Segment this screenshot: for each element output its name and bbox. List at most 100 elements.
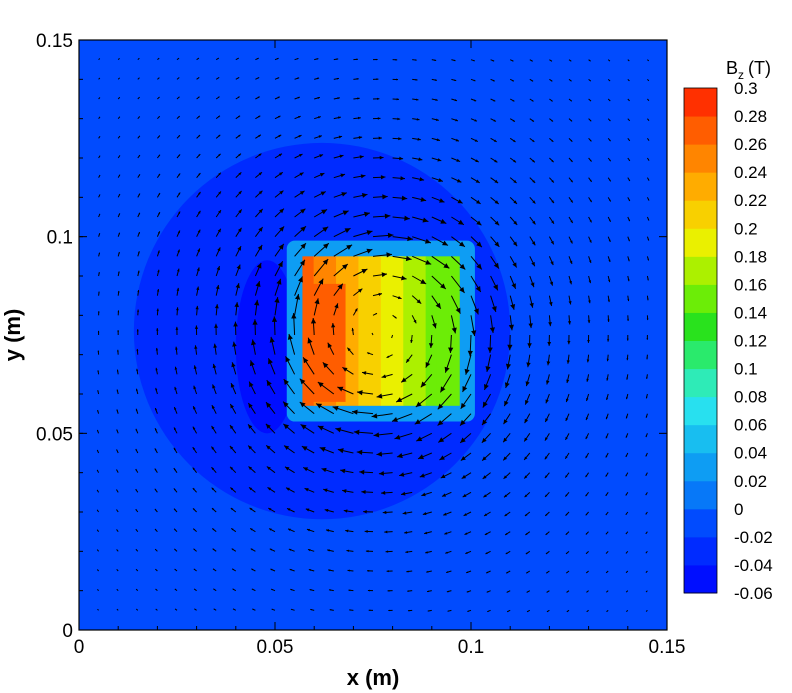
vector-arrowhead bbox=[193, 508, 195, 511]
vector-arrowhead bbox=[178, 77, 180, 79]
vector-arrowhead bbox=[510, 304, 516, 310]
vector-arrowhead bbox=[545, 552, 548, 554]
vector-arrowhead bbox=[586, 591, 588, 593]
vector-arrowhead bbox=[136, 348, 139, 352]
vector-arrowhead bbox=[211, 446, 215, 450]
vector-arrowhead bbox=[589, 219, 592, 223]
vector-arrowhead bbox=[648, 159, 650, 161]
vector-arrowhead bbox=[218, 191, 221, 195]
vector-arrowhead bbox=[416, 299, 422, 304]
vector-arrowhead bbox=[274, 297, 280, 303]
contour-band bbox=[392, 256, 404, 406]
vector-arrowhead bbox=[399, 156, 404, 161]
vector-arrowhead bbox=[337, 448, 344, 454]
vector-arrowhead bbox=[97, 549, 99, 551]
vector-arrowhead bbox=[565, 533, 568, 535]
vector-arrowhead bbox=[358, 136, 363, 140]
vector-arrowhead bbox=[338, 135, 343, 139]
vector-arrowhead bbox=[317, 425, 324, 431]
vector-arrowhead bbox=[174, 407, 177, 410]
vector-arrowhead bbox=[218, 134, 221, 137]
vector-arrowhead bbox=[439, 198, 445, 203]
vector-arrowhead bbox=[177, 249, 180, 253]
vector-arrowhead bbox=[303, 467, 309, 472]
vector-arrowhead bbox=[173, 488, 176, 491]
vector-arrowhead bbox=[213, 588, 215, 591]
x-tick-label: 0.1 bbox=[458, 637, 484, 658]
vector-arrowhead bbox=[625, 435, 628, 438]
vector-arrowhead bbox=[455, 307, 461, 314]
vector-arrowhead bbox=[524, 494, 528, 498]
vector-arrowhead bbox=[465, 551, 468, 554]
vector-arrowhead bbox=[546, 361, 551, 366]
vector-arrowhead bbox=[178, 96, 180, 99]
vector-arrowhead bbox=[609, 80, 611, 82]
vector-arrowhead bbox=[647, 199, 650, 201]
vector-arrowhead bbox=[402, 511, 407, 515]
vector-arrowhead bbox=[277, 96, 280, 99]
vector-arrowhead bbox=[297, 276, 303, 283]
vector-arrowhead bbox=[194, 588, 196, 590]
vector-layer bbox=[96, 57, 650, 613]
vector-arrowhead bbox=[158, 77, 160, 79]
vector-arrowhead bbox=[158, 193, 160, 196]
vector-arrowhead bbox=[265, 423, 271, 429]
vector-arrowhead bbox=[460, 437, 466, 443]
vector-arrowhead bbox=[460, 402, 466, 409]
vector-arrowhead bbox=[116, 489, 118, 491]
colorbar-segment bbox=[684, 200, 717, 229]
vector-arrowhead bbox=[248, 402, 253, 409]
vector-arrowhead bbox=[648, 119, 649, 121]
vector-arrowhead bbox=[444, 366, 450, 373]
vector-arrowhead bbox=[645, 435, 648, 438]
vector-arrowhead bbox=[300, 424, 307, 430]
vector-arrowhead bbox=[646, 318, 649, 321]
vector-arrowhead bbox=[376, 393, 383, 399]
vector-arrowhead bbox=[345, 529, 349, 533]
vector-arrowhead bbox=[381, 272, 387, 278]
vector-arrowhead bbox=[394, 434, 401, 440]
colorbar-segment bbox=[684, 88, 717, 117]
vector-arrowhead bbox=[193, 385, 197, 390]
vector-arrowhead bbox=[467, 350, 473, 357]
vector-arrowhead bbox=[321, 467, 327, 473]
vector-arrowhead bbox=[505, 552, 508, 554]
vector-arrowhead bbox=[116, 549, 118, 551]
vector-arrowhead bbox=[213, 568, 215, 571]
vector-arrowhead bbox=[257, 58, 259, 60]
vector-arrowhead bbox=[506, 571, 509, 574]
vector-arrowhead bbox=[290, 608, 293, 611]
vector-arrowhead bbox=[550, 240, 554, 245]
vector-arrowhead bbox=[278, 134, 282, 138]
vector-arrowhead bbox=[157, 250, 160, 253]
vector-arrowhead bbox=[237, 227, 242, 233]
x-tick-label: 0 bbox=[74, 637, 85, 658]
vector-arrowhead bbox=[158, 212, 160, 215]
contour-band bbox=[403, 256, 415, 406]
vector-arrowhead bbox=[229, 445, 234, 450]
vector-arrowhead bbox=[551, 180, 554, 183]
vector-arrowhead bbox=[438, 437, 445, 443]
vector-arrowhead bbox=[158, 154, 160, 157]
vector-arrowhead bbox=[609, 119, 611, 122]
vector-arrowhead bbox=[418, 157, 423, 161]
vector-arrowhead bbox=[493, 119, 496, 122]
vector-arrowhead bbox=[457, 199, 463, 204]
vector-arrowhead bbox=[476, 220, 482, 226]
vector-arrowhead bbox=[317, 382, 324, 388]
vector-arrowhead bbox=[646, 338, 649, 340]
vector-arrowhead bbox=[586, 378, 589, 382]
vector-arrowhead bbox=[266, 466, 271, 471]
vector-arrowhead bbox=[437, 403, 444, 410]
vector-arrowhead bbox=[279, 172, 283, 176]
vector-arrowhead bbox=[627, 299, 630, 302]
vector-arrowhead bbox=[565, 513, 568, 516]
y-tick-label: 0.05 bbox=[36, 424, 73, 445]
vector-arrowhead bbox=[138, 193, 140, 196]
colorbar-label: 0.16 bbox=[734, 275, 767, 294]
vector-arrowhead bbox=[625, 493, 628, 496]
vector-arrowhead bbox=[258, 227, 263, 232]
vector-arrowhead bbox=[196, 286, 200, 291]
vector-arrowhead bbox=[460, 419, 466, 426]
vector-arrowhead bbox=[587, 320, 591, 324]
